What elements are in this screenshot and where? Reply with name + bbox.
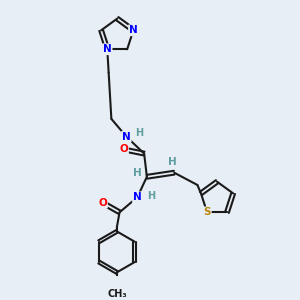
Text: S: S xyxy=(203,207,211,217)
Text: H: H xyxy=(135,128,143,138)
Text: O: O xyxy=(98,198,107,208)
Text: H: H xyxy=(168,157,177,167)
Text: H: H xyxy=(133,168,142,178)
Text: O: O xyxy=(119,145,128,154)
Text: N: N xyxy=(122,132,131,142)
Text: N: N xyxy=(129,25,138,35)
Text: N: N xyxy=(133,192,142,202)
Text: N: N xyxy=(103,44,112,54)
Text: CH₃: CH₃ xyxy=(107,289,127,299)
Text: H: H xyxy=(147,191,155,201)
